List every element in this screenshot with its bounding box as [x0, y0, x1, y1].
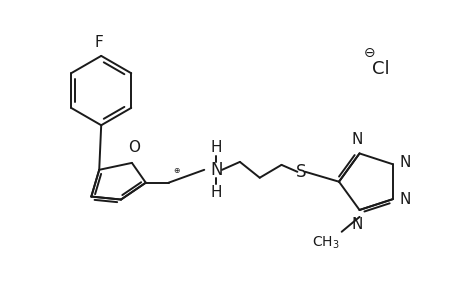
Text: N: N: [351, 133, 363, 148]
Text: H: H: [210, 185, 221, 200]
Text: N: N: [210, 161, 222, 179]
Text: N: N: [351, 217, 363, 232]
Text: CH$_3$: CH$_3$: [311, 235, 339, 251]
Text: F: F: [95, 35, 103, 50]
Text: S: S: [296, 163, 306, 181]
Text: $^{\oplus}$: $^{\oplus}$: [172, 167, 180, 177]
Text: Cl: Cl: [371, 60, 388, 78]
Text: H: H: [210, 140, 221, 155]
Text: N: N: [399, 155, 410, 170]
Text: O: O: [128, 140, 140, 155]
Text: $\ominus$: $\ominus$: [362, 46, 374, 60]
Text: N: N: [399, 192, 410, 207]
